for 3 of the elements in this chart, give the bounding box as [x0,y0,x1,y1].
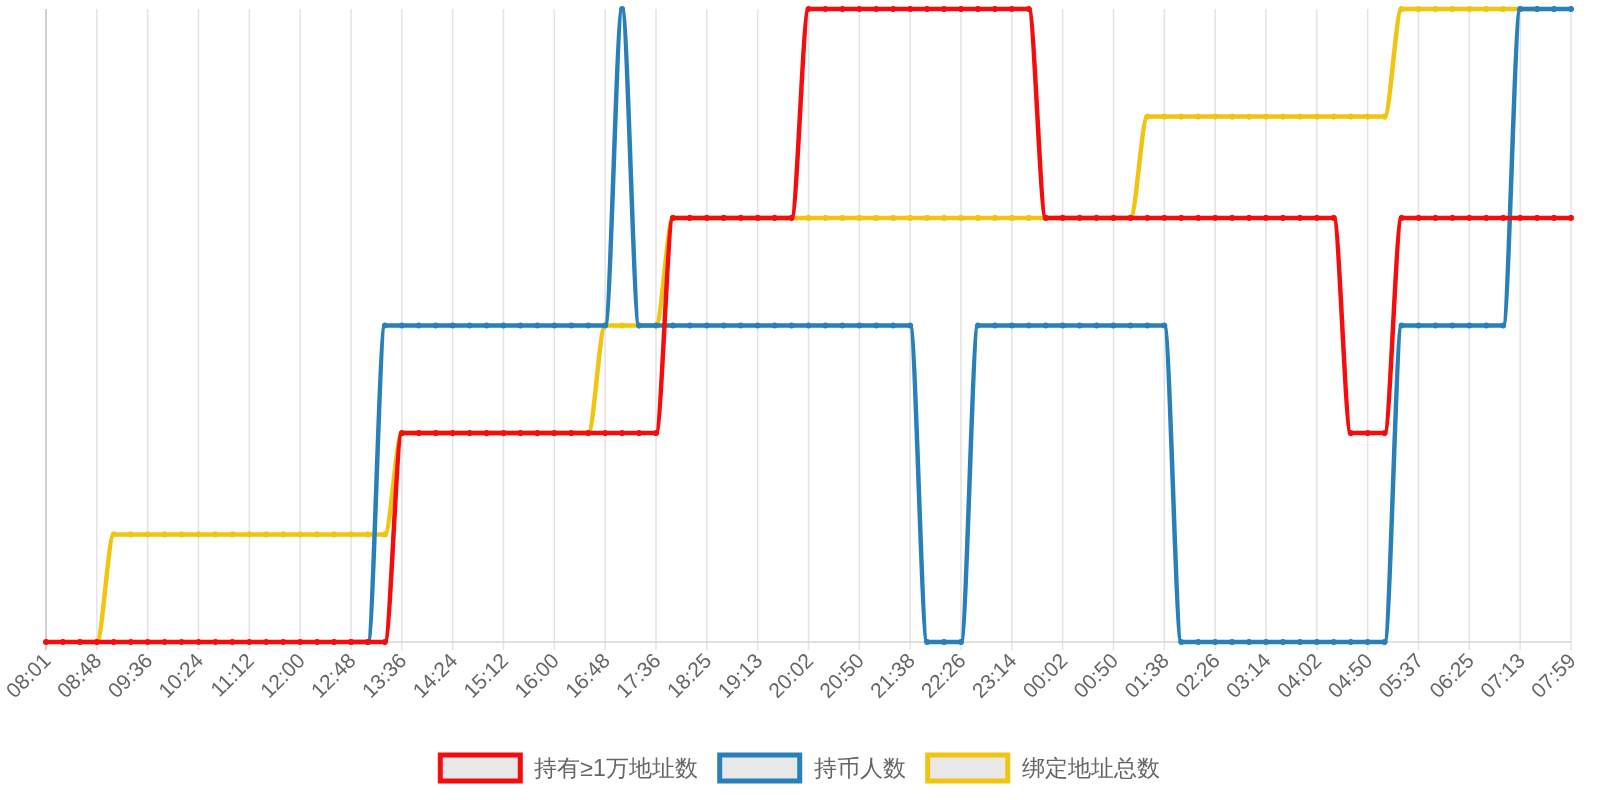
legend-label: 绑定地址总数 [1021,755,1160,781]
legend-label: 持有≥1万地址数 [534,755,698,781]
legend-label: 持币人数 [813,755,906,781]
